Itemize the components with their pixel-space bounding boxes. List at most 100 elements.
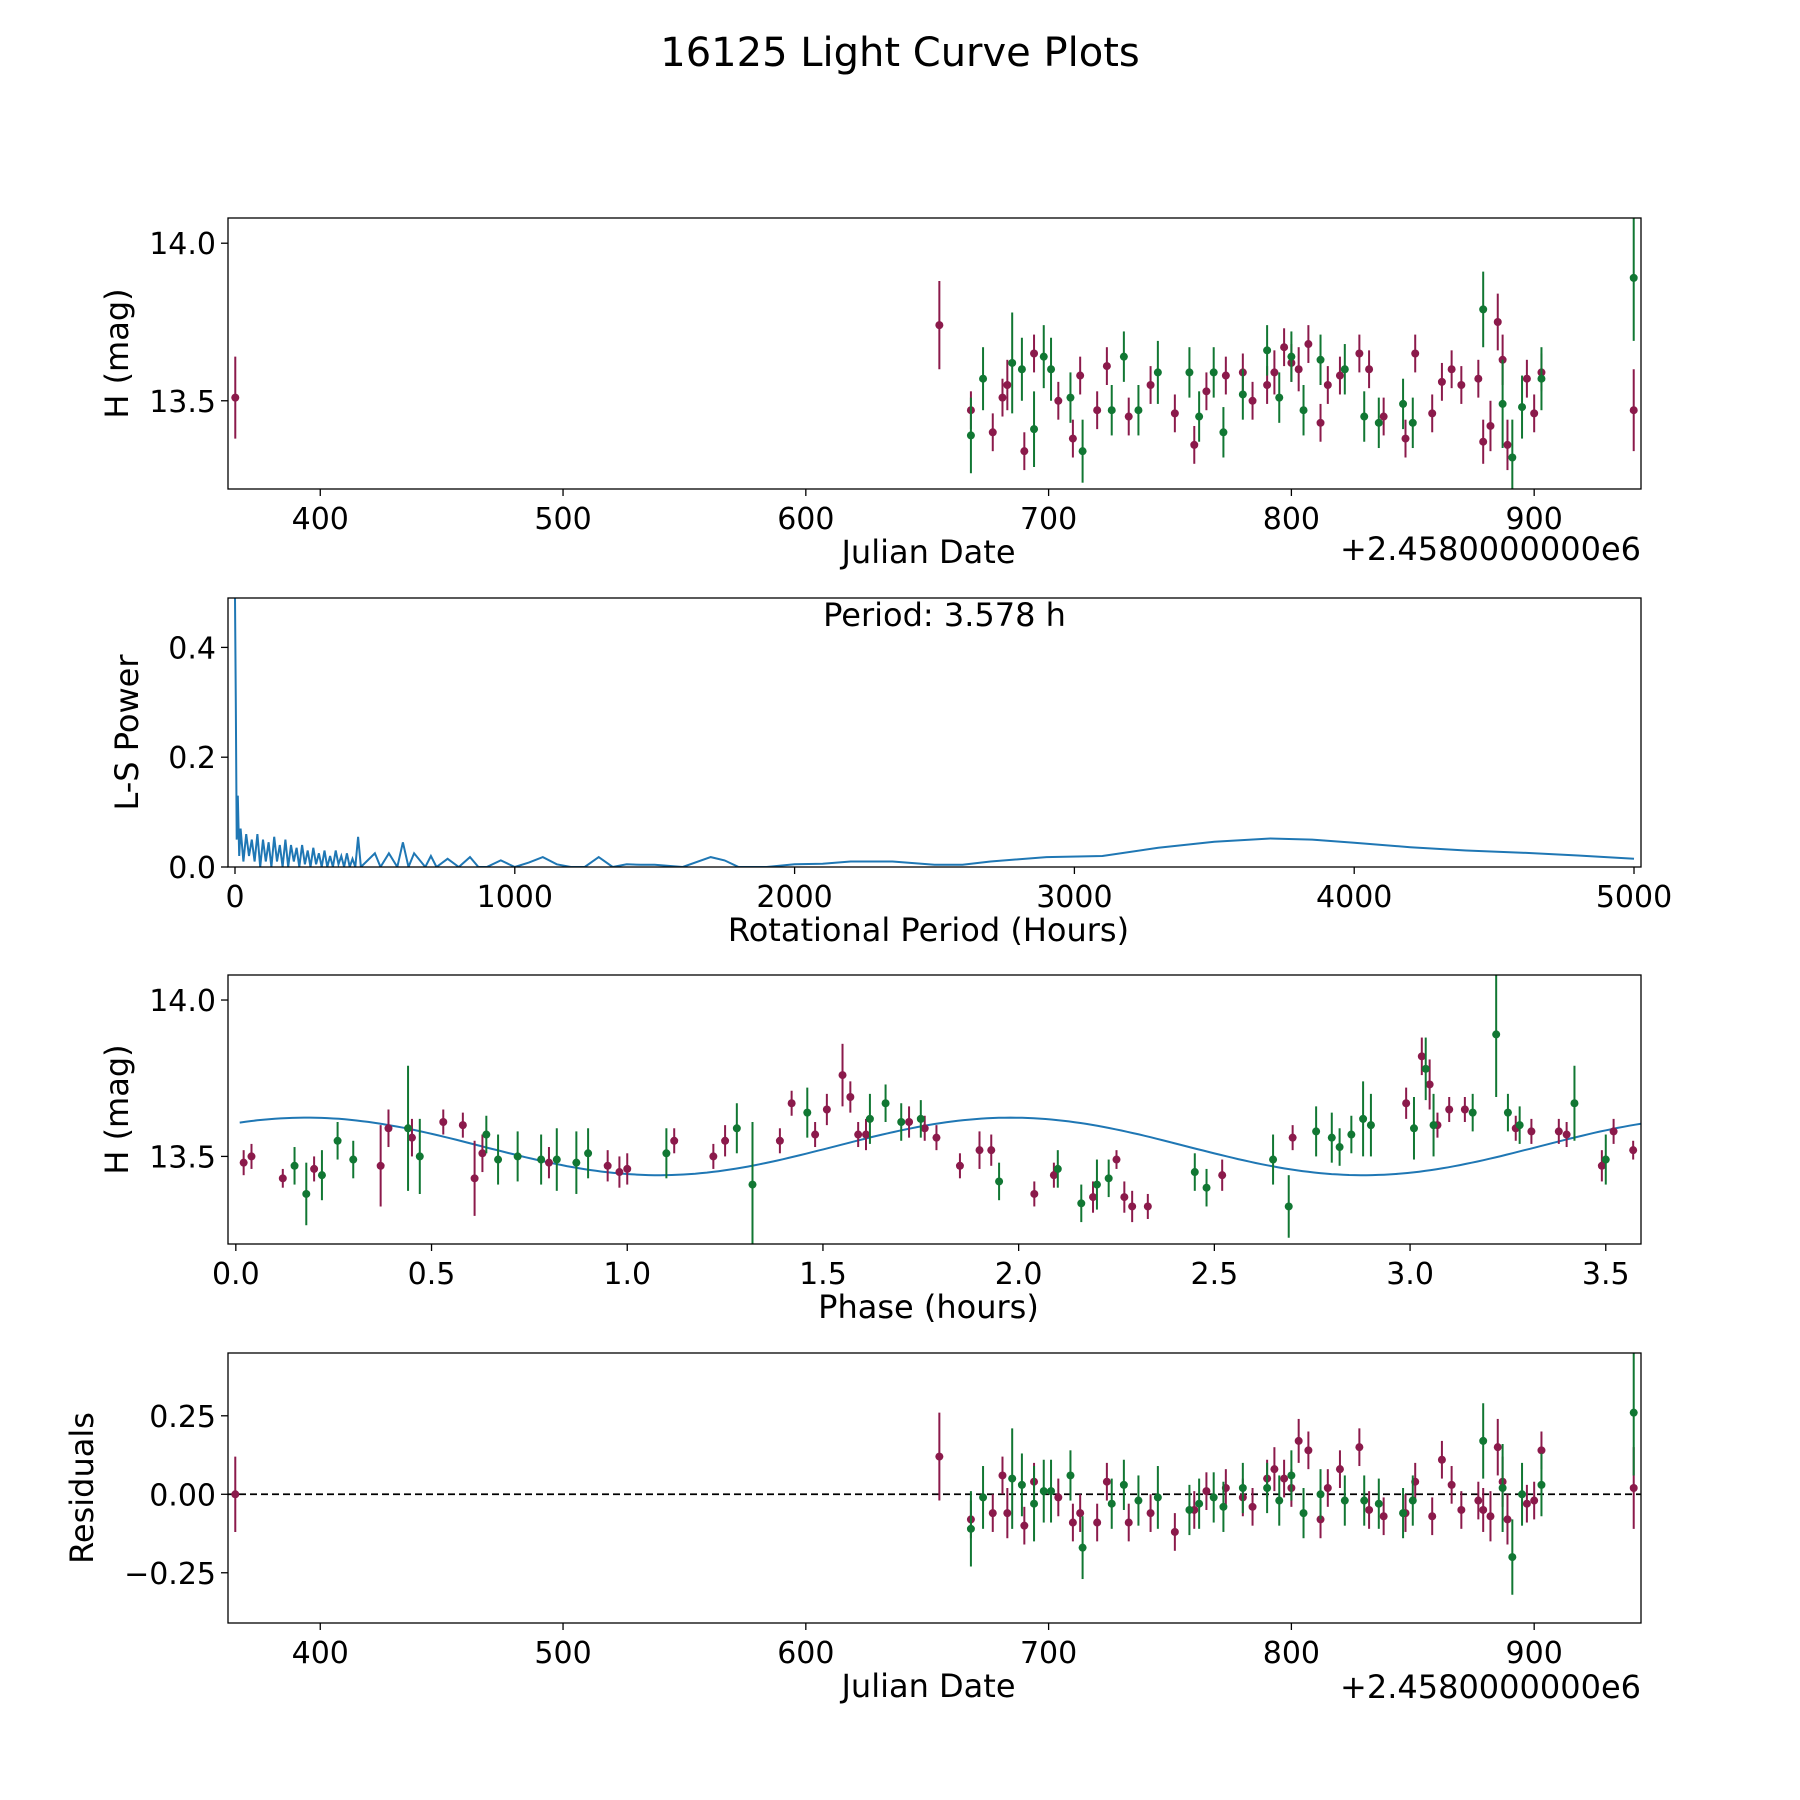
- lightcurve-ytick-label: 14.0: [149, 227, 216, 262]
- phased-point: [1120, 1193, 1129, 1202]
- residuals-point: [1457, 1505, 1466, 1514]
- residuals-point: [1304, 1446, 1313, 1455]
- phased-point: [439, 1118, 448, 1127]
- lightcurve-point: [1518, 403, 1527, 412]
- phased-point: [803, 1108, 812, 1117]
- lightcurve-point: [998, 393, 1007, 402]
- phased-point: [662, 1149, 671, 1158]
- lightcurve-point: [1047, 365, 1056, 374]
- residuals-point: [935, 1452, 944, 1461]
- lightcurve-point: [1030, 349, 1039, 358]
- periodogram-xtick-label: 4000: [1316, 880, 1392, 915]
- residuals-xtick-label: 700: [1020, 1636, 1077, 1671]
- phased-point: [1445, 1105, 1454, 1114]
- residuals-ytick-label: 0.25: [149, 1400, 216, 1435]
- phased-point: [787, 1099, 796, 1108]
- residuals-point: [1008, 1474, 1017, 1483]
- lightcurve-point: [1066, 393, 1075, 402]
- residuals-point: [1047, 1487, 1056, 1496]
- lightcurve-point: [1054, 396, 1063, 405]
- phased-point: [1609, 1127, 1618, 1136]
- lightcurve-point: [1316, 418, 1325, 427]
- phased-point: [1128, 1202, 1137, 1211]
- phased-point: [1218, 1171, 1227, 1180]
- phased-point: [975, 1146, 984, 1155]
- residuals-ylabel: Residuals: [63, 1412, 101, 1564]
- residuals-point: [1039, 1487, 1048, 1496]
- residuals-point: [979, 1493, 988, 1502]
- residuals-point: [1428, 1512, 1437, 1521]
- residuals-point: [1522, 1499, 1531, 1508]
- phased-point: [458, 1121, 467, 1130]
- phased-point: [1421, 1064, 1430, 1073]
- phased-point: [349, 1155, 358, 1164]
- periodogram-xtick-label: 2000: [756, 880, 832, 915]
- residuals-point: [1093, 1518, 1102, 1527]
- lightcurve-point: [1294, 365, 1303, 374]
- lightcurve-point: [1020, 447, 1029, 456]
- phased-point: [310, 1164, 319, 1173]
- lightcurve-xtick-label: 700: [1020, 502, 1077, 537]
- residuals-point: [1030, 1499, 1039, 1508]
- phased-point: [955, 1161, 964, 1170]
- lightcurve-point: [1134, 406, 1143, 415]
- phased-point: [1284, 1202, 1293, 1211]
- residuals-point: [1508, 1553, 1517, 1562]
- phased-point: [1335, 1143, 1344, 1152]
- lightcurve-point: [1479, 305, 1488, 314]
- phased-point: [1288, 1133, 1297, 1142]
- lightcurve-point: [1102, 362, 1111, 371]
- residuals-point: [1360, 1496, 1369, 1505]
- residuals-point: [1486, 1512, 1495, 1521]
- residuals-point: [1294, 1436, 1303, 1445]
- phased-point: [1601, 1155, 1610, 1164]
- phased-point: [415, 1152, 424, 1161]
- residuals-point: [1518, 1490, 1527, 1499]
- lightcurve-point: [1503, 440, 1512, 449]
- lightcurve-point: [1493, 317, 1502, 326]
- lightcurve-point: [1119, 352, 1128, 361]
- residuals-x-offset: +2.4580000000e6: [1340, 1668, 1641, 1706]
- residuals-point: [1503, 1515, 1512, 1524]
- phased-point: [572, 1158, 581, 1167]
- periodogram-frame: [227, 597, 1642, 868]
- phased-point: [865, 1114, 874, 1123]
- phased-xtick-label: 2.0: [995, 1257, 1043, 1292]
- phased-point: [470, 1174, 479, 1183]
- residuals-point: [1287, 1471, 1296, 1480]
- residuals-point: [1170, 1527, 1179, 1536]
- lightcurve-point: [1537, 374, 1546, 383]
- phased-point: [278, 1174, 287, 1183]
- phased-point: [1515, 1121, 1524, 1130]
- phased-point: [854, 1130, 863, 1139]
- residuals-point: [966, 1524, 975, 1533]
- phased-point: [1143, 1202, 1152, 1211]
- residuals-point: [1124, 1518, 1133, 1527]
- lightcurve-point: [966, 431, 975, 440]
- residuals-point: [1275, 1496, 1284, 1505]
- lightcurve-xtick-label: 500: [534, 502, 591, 537]
- residuals-point: [1408, 1496, 1417, 1505]
- lightcurve-point: [1068, 434, 1077, 443]
- phased-point: [1409, 1124, 1418, 1133]
- phased-point: [732, 1124, 741, 1133]
- phased-ytick-label: 13.5: [149, 1140, 216, 1175]
- residuals-point: [1017, 1480, 1026, 1489]
- lightcurve-ylabel: H (mag): [98, 288, 136, 418]
- phased-point: [1366, 1121, 1375, 1130]
- phased-xlabel: Phase (hours): [818, 1288, 1039, 1326]
- phased-point: [932, 1133, 941, 1142]
- phased-xtick-label: 0.0: [212, 1257, 260, 1292]
- phased-point: [1468, 1108, 1477, 1117]
- lightcurve-point: [1093, 406, 1102, 415]
- phased-point: [478, 1149, 487, 1158]
- phased-point: [916, 1114, 925, 1123]
- phased-point: [544, 1158, 553, 1167]
- residuals-point: [1068, 1518, 1077, 1527]
- phased-ytick-label: 14.0: [149, 984, 216, 1019]
- lightcurve-plot-area: [231, 218, 1638, 489]
- phased-point: [1402, 1099, 1411, 1108]
- residuals-point: [998, 1471, 1007, 1480]
- phased-point: [1049, 1171, 1058, 1180]
- lightcurve-point: [979, 374, 988, 383]
